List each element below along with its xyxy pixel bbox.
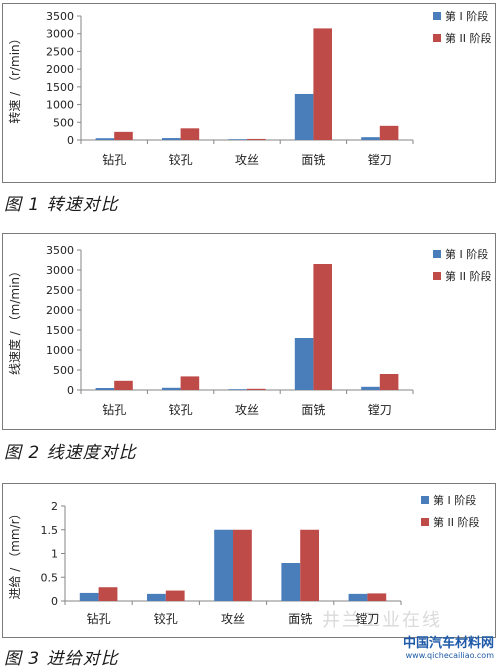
bar-stage1	[348, 593, 368, 601]
y-tick-label: 1	[51, 548, 58, 561]
x-tick-label: 镗刀	[355, 612, 379, 626]
bar-stage2	[247, 388, 266, 390]
bar-stage1	[79, 592, 99, 601]
y-tick-label: 0	[67, 134, 74, 147]
x-tick-label: 铰孔	[169, 152, 193, 167]
y-tick-label: 2	[51, 500, 58, 513]
watermark-site-url: www.qichecailiao.com	[405, 651, 494, 660]
y-axis-label: 进给 / （mm/r）	[8, 507, 22, 599]
x-tick-label: 面铣	[301, 153, 325, 167]
x-tick-label: 铰孔	[154, 611, 178, 626]
y-tick-label: 2000	[46, 304, 74, 317]
bar-stage2	[114, 131, 133, 140]
y-tick-label: 500	[53, 116, 74, 129]
y-tick-label: 0	[51, 595, 58, 608]
caption-3: 图 3 进给对比	[4, 649, 119, 669]
bar-stage2	[114, 380, 133, 390]
y-tick-label: 3000	[46, 28, 74, 41]
bar-stage2	[300, 529, 320, 601]
x-tick-label: 镗刀	[368, 403, 392, 417]
y-tick-label: 1500	[46, 324, 74, 337]
bar-stage1	[162, 138, 181, 140]
legend-label: 第 I 阶段	[433, 493, 476, 507]
bar-stage1	[95, 138, 115, 140]
legend-label: 第 I 阶段	[445, 247, 488, 261]
y-tick-label: 3500	[46, 10, 74, 23]
legend-label: 第 II 阶段	[433, 515, 479, 529]
bar-stage2	[165, 590, 185, 601]
bar-stage1	[228, 139, 247, 140]
legend-swatch	[421, 496, 429, 504]
y-tick-label: 0.5	[41, 571, 59, 584]
x-tick-label: 攻丝	[221, 612, 245, 626]
legend-swatch	[433, 12, 441, 20]
y-tick-label: 500	[53, 364, 74, 377]
x-tick-label: 钻孔	[102, 402, 126, 417]
bar-stage2	[313, 264, 332, 390]
watermark-logo: 中国汽车材料网 www.qichecailiao.com	[403, 632, 494, 660]
x-tick-label: 钻孔	[102, 152, 126, 167]
y-tick-label: 1000	[46, 99, 74, 112]
x-tick-label: 面铣	[288, 612, 312, 626]
chart-panel-1: 0 500 1000 1500 2000 2500 3000 3500 钻孔 铰孔 攻丝 面铣 镗刀 转速…	[2, 3, 496, 183]
y-tick-label: 0	[67, 384, 74, 397]
x-tick-label: 铰孔	[169, 402, 193, 417]
y-axis-label: 转速 / （r/min）	[7, 32, 22, 123]
bar-stage1	[294, 338, 314, 390]
bar-stage1	[146, 593, 166, 601]
legend-swatch	[433, 250, 441, 258]
y-tick-label: 3500	[46, 244, 74, 257]
bar-stage2	[247, 138, 266, 140]
bar-stage2	[379, 125, 399, 140]
bar-stage1	[228, 389, 247, 390]
bar-stage2	[180, 128, 200, 140]
legend-swatch	[433, 34, 441, 42]
legend-swatch	[421, 518, 429, 526]
bar-stage1	[281, 563, 301, 601]
x-tick-label: 镗刀	[368, 153, 392, 167]
bar-stage1	[95, 388, 115, 390]
y-tick-label: 1500	[46, 81, 74, 94]
bar-stage1	[162, 387, 181, 390]
x-tick-label: 攻丝	[235, 153, 259, 167]
chart-panel-3: 0 0.5 1 1.5 2 钻孔 铰孔 攻丝 面铣 镗刀 进给 / （mm/r） 第 I 阶段第 II…	[2, 483, 496, 638]
chart-panel-2: 0 500 1000 1500 2000 2500 3000 3500 钻孔 铰孔 攻丝 面铣 镗刀 线速…	[2, 233, 496, 430]
legend-label: 第 II 阶段	[445, 31, 491, 45]
bar-stage2	[233, 529, 252, 601]
watermark-site-name: 中国汽车材料网	[402, 636, 494, 651]
bar-stage1	[294, 93, 314, 140]
caption-1: 图 1 转速对比	[4, 195, 119, 215]
y-tick-label: 2500	[46, 45, 74, 58]
y-tick-label: 2000	[46, 63, 74, 76]
legend-swatch	[433, 272, 441, 280]
y-tick-label: 1.5	[41, 524, 59, 537]
bar-stage1	[214, 529, 233, 601]
legend-label: 第 I 阶段	[445, 9, 488, 23]
y-axis-label: 线速度 / （m/min）	[7, 265, 22, 375]
y-tick-label: 2500	[46, 284, 74, 297]
bar-stage2	[98, 587, 118, 601]
speed-chart: 0 500 1000 1500 2000 2500 3000 3500 钻孔 铰孔 攻丝 面铣 镗刀 转速…	[7, 9, 491, 167]
legend-label: 第 II 阶段	[445, 269, 491, 283]
feed-chart: 0 0.5 1 1.5 2 钻孔 铰孔 攻丝 面铣 镗刀 进给 / （mm/r） 第 I 阶段第 II…	[8, 493, 479, 626]
bar-stage2	[367, 593, 387, 601]
bar-stage2	[313, 28, 332, 140]
bar-stage2	[180, 376, 200, 390]
bar-stage1	[361, 386, 380, 390]
y-tick-label: 3000	[46, 264, 74, 277]
caption-2: 图 2 线速度对比	[4, 443, 137, 463]
x-tick-label: 攻丝	[235, 403, 259, 417]
watermark-faint-text: 井兰工业在线	[322, 610, 442, 631]
x-tick-label: 钻孔	[87, 611, 111, 626]
line-speed-chart: 0 500 1000 1500 2000 2500 3000 3500 钻孔 铰孔 攻丝 面铣 镗刀 线速…	[7, 244, 491, 417]
y-tick-label: 1000	[46, 344, 74, 357]
x-tick-label: 面铣	[301, 403, 325, 417]
bar-stage2	[379, 374, 399, 390]
bar-stage1	[361, 137, 380, 140]
